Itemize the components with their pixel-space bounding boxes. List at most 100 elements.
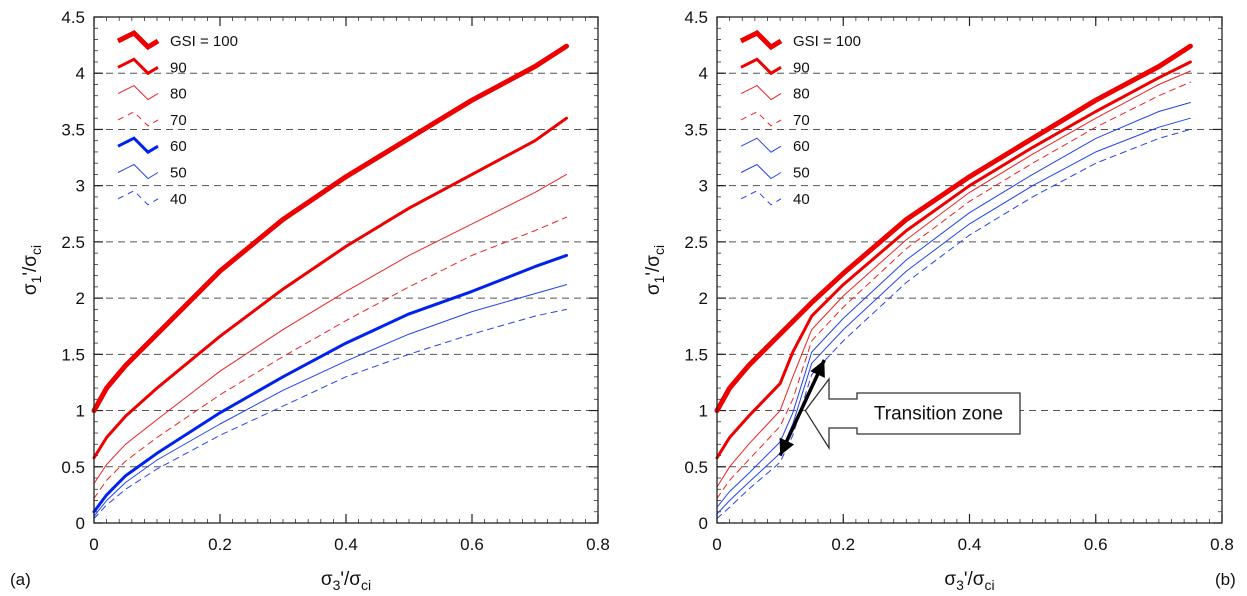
legend-label: 90	[793, 59, 810, 76]
legend-label: 40	[793, 191, 810, 208]
legend: GSI = 100 90 80 70 60 50 40	[116, 29, 238, 208]
chart-panel-1: 0 0.2 0.4 0.6 0.8 0 0.5 1 1.5 2 2.5 3 3.5 4 4.5 GSI = 1…	[10, 8, 610, 593]
x-axis-label-part: σ	[944, 569, 956, 590]
y-tick-label: 0	[76, 514, 85, 533]
legend-swatch	[740, 111, 782, 127]
legend: GSI = 100 90 80 70 60 50 40	[739, 29, 861, 208]
y-tick-label: 3	[699, 177, 708, 196]
legend-swatch	[117, 163, 159, 180]
y-tick-label: 4	[699, 64, 708, 83]
x-axis-label-part: σ	[321, 569, 333, 590]
y-tick-label: 1	[699, 402, 708, 421]
y-tick-label: 2.5	[61, 233, 85, 252]
legend-swatch	[740, 137, 782, 153]
plot-frame	[93, 16, 599, 524]
x-tick-label: 0.2	[208, 535, 232, 554]
legend-swatch	[116, 29, 160, 51]
x-axis-label-part: 3	[956, 577, 964, 593]
y-tick-label: 2	[76, 289, 85, 308]
y-axis-label-part: '/σ	[20, 255, 41, 276]
legend-swatch	[740, 190, 782, 206]
y-axis-label: σ1'/σci	[643, 245, 667, 295]
series-line-3	[716, 70, 1191, 488]
arrow-head	[810, 359, 825, 378]
y-tick-label: 1.5	[61, 345, 85, 364]
legend-swatch	[117, 84, 159, 101]
legend-swatch	[117, 57, 159, 76]
series-line-7	[716, 128, 1191, 519]
x-axis-label-part: ci	[361, 577, 371, 593]
y-axis-label-part: σ	[643, 283, 664, 295]
transition-arrow	[778, 359, 826, 457]
arrow-shaft	[778, 359, 826, 457]
plot-frame	[716, 16, 1223, 524]
legend-label: 90	[170, 59, 187, 76]
legend-label: 60	[793, 138, 810, 155]
x-tick-label: 0.6	[460, 535, 484, 554]
legend-label: 50	[170, 165, 187, 182]
minor-ticks	[93, 16, 599, 524]
legend-label: 80	[793, 86, 810, 103]
y-tick-label: 4.5	[684, 8, 708, 27]
y-axis-label: σ1'/σci	[20, 245, 44, 295]
x-axis-label: σ3'/σci	[944, 569, 994, 593]
y-tick-label: 1	[76, 402, 85, 421]
legend-label: 70	[170, 112, 187, 129]
series-line-4	[93, 216, 567, 499]
x-tick-label: 0.4	[958, 535, 982, 554]
y-axis-label-part: ci	[651, 245, 667, 255]
legend-label: 40	[170, 191, 187, 208]
legend-label: 80	[170, 86, 187, 103]
y-tick-label: 0.5	[684, 458, 708, 477]
panel-label: (a)	[10, 570, 31, 589]
legend-swatch	[740, 84, 782, 101]
x-axis-label: σ3'/σci	[321, 569, 371, 593]
x-tick-label: 0.2	[831, 535, 855, 554]
series-line-1	[91, 43, 569, 414]
y-tick-label: 4.5	[61, 8, 85, 27]
x-tick-label: 0	[712, 535, 721, 554]
transition-zone-label: Transition zone	[874, 404, 1003, 425]
y-tick-label: 3	[76, 177, 85, 196]
x-axis-label-part: '/σ	[340, 569, 361, 590]
series-line-1	[714, 43, 1193, 414]
x-tick-label: 0	[89, 535, 98, 554]
series-line-6	[716, 117, 1191, 515]
legend-label: GSI = 100	[170, 33, 238, 50]
y-tick-label: 3.5	[684, 120, 708, 139]
panel-label: (b)	[1215, 570, 1236, 589]
legend-label: 60	[170, 138, 187, 155]
x-tick-label: 0.4	[334, 535, 358, 554]
y-tick-label: 2.5	[684, 233, 708, 252]
series-line-3	[93, 173, 567, 485]
series-line-5	[716, 102, 1191, 508]
y-tick-label: 0.5	[61, 458, 85, 477]
legend-swatch	[117, 190, 159, 206]
arrow-head	[779, 437, 795, 456]
x-axis-label-part: 3	[333, 577, 341, 593]
y-axis-label-part: σ	[20, 283, 41, 295]
legend-swatch	[740, 57, 782, 76]
series-line-2	[92, 116, 568, 460]
y-tick-label: 0	[699, 514, 708, 533]
series-line-5	[92, 253, 568, 514]
x-tick-label: 0.8	[586, 535, 610, 554]
x-axis-label-part: '/σ	[964, 569, 985, 590]
y-axis-label-part: '/σ	[643, 255, 664, 276]
legend-label: 50	[793, 165, 810, 182]
y-axis-label-part: 1	[651, 275, 667, 283]
y-tick-label: 2	[699, 289, 708, 308]
x-tick-label: 0.8	[1210, 535, 1234, 554]
chart-panel-2: 0 0.2 0.4 0.6 0.8 0 0.5 1 1.5 2 2.5 3 3.5 4 4.5 GSI = 1…	[643, 8, 1236, 593]
y-tick-label: 4	[76, 64, 85, 83]
x-tick-label: 0.6	[1084, 535, 1108, 554]
legend-swatch	[740, 163, 782, 180]
series-line-2	[715, 60, 1192, 460]
y-axis-label-part: ci	[28, 245, 44, 255]
legend-label: 70	[793, 112, 810, 129]
y-tick-label: 1.5	[684, 345, 708, 364]
legend-swatch	[117, 136, 159, 155]
series-line-6	[93, 284, 567, 517]
series-line-7	[93, 308, 567, 519]
y-tick-label: 3.5	[61, 120, 85, 139]
